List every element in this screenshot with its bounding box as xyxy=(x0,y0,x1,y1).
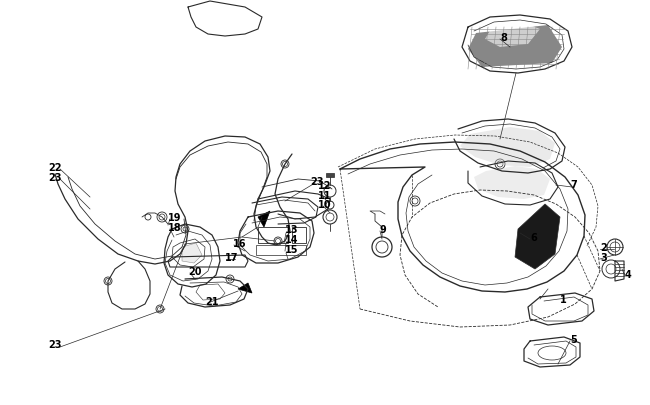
Text: 8: 8 xyxy=(500,33,507,43)
Circle shape xyxy=(181,226,189,233)
Text: 4: 4 xyxy=(625,269,632,279)
Circle shape xyxy=(323,211,337,224)
Text: 6: 6 xyxy=(530,232,537,243)
Text: 21: 21 xyxy=(205,296,218,306)
Text: 23: 23 xyxy=(48,173,62,183)
Text: 1: 1 xyxy=(560,294,567,304)
Polygon shape xyxy=(468,26,562,68)
Text: 23: 23 xyxy=(310,177,324,187)
Circle shape xyxy=(156,305,164,313)
Circle shape xyxy=(326,202,334,209)
Polygon shape xyxy=(172,239,205,267)
Polygon shape xyxy=(515,205,560,269)
Text: 17: 17 xyxy=(225,252,239,262)
Text: 23: 23 xyxy=(48,339,62,349)
Text: 20: 20 xyxy=(188,266,202,276)
Text: 14: 14 xyxy=(285,234,298,244)
Text: 7: 7 xyxy=(570,179,577,190)
Circle shape xyxy=(495,160,505,170)
Polygon shape xyxy=(182,243,202,263)
Circle shape xyxy=(226,275,234,284)
Circle shape xyxy=(104,277,112,285)
Circle shape xyxy=(281,161,289,168)
Text: 13: 13 xyxy=(285,224,298,234)
Circle shape xyxy=(602,260,620,278)
Circle shape xyxy=(607,239,623,256)
Polygon shape xyxy=(485,24,540,48)
Circle shape xyxy=(274,237,282,245)
Circle shape xyxy=(410,196,420,207)
Circle shape xyxy=(372,237,392,257)
Polygon shape xyxy=(196,284,225,300)
Text: 19: 19 xyxy=(168,213,181,222)
Bar xyxy=(256,245,306,256)
Bar xyxy=(292,228,306,243)
Text: 3: 3 xyxy=(600,252,606,262)
Polygon shape xyxy=(460,128,555,168)
Text: 22: 22 xyxy=(48,162,62,173)
Text: 16: 16 xyxy=(233,239,246,248)
Text: 9: 9 xyxy=(380,224,387,234)
Text: 11: 11 xyxy=(318,190,332,200)
Text: 12: 12 xyxy=(318,181,332,190)
Polygon shape xyxy=(326,174,334,177)
Circle shape xyxy=(157,213,167,222)
Bar xyxy=(258,228,288,243)
Text: 2: 2 xyxy=(600,243,606,252)
Polygon shape xyxy=(238,284,252,293)
Polygon shape xyxy=(258,211,270,228)
Text: 15: 15 xyxy=(285,244,298,254)
Text: 10: 10 xyxy=(318,200,332,209)
Text: 5: 5 xyxy=(570,334,577,344)
Circle shape xyxy=(324,185,336,198)
Polygon shape xyxy=(474,166,550,200)
Text: 18: 18 xyxy=(168,222,181,232)
